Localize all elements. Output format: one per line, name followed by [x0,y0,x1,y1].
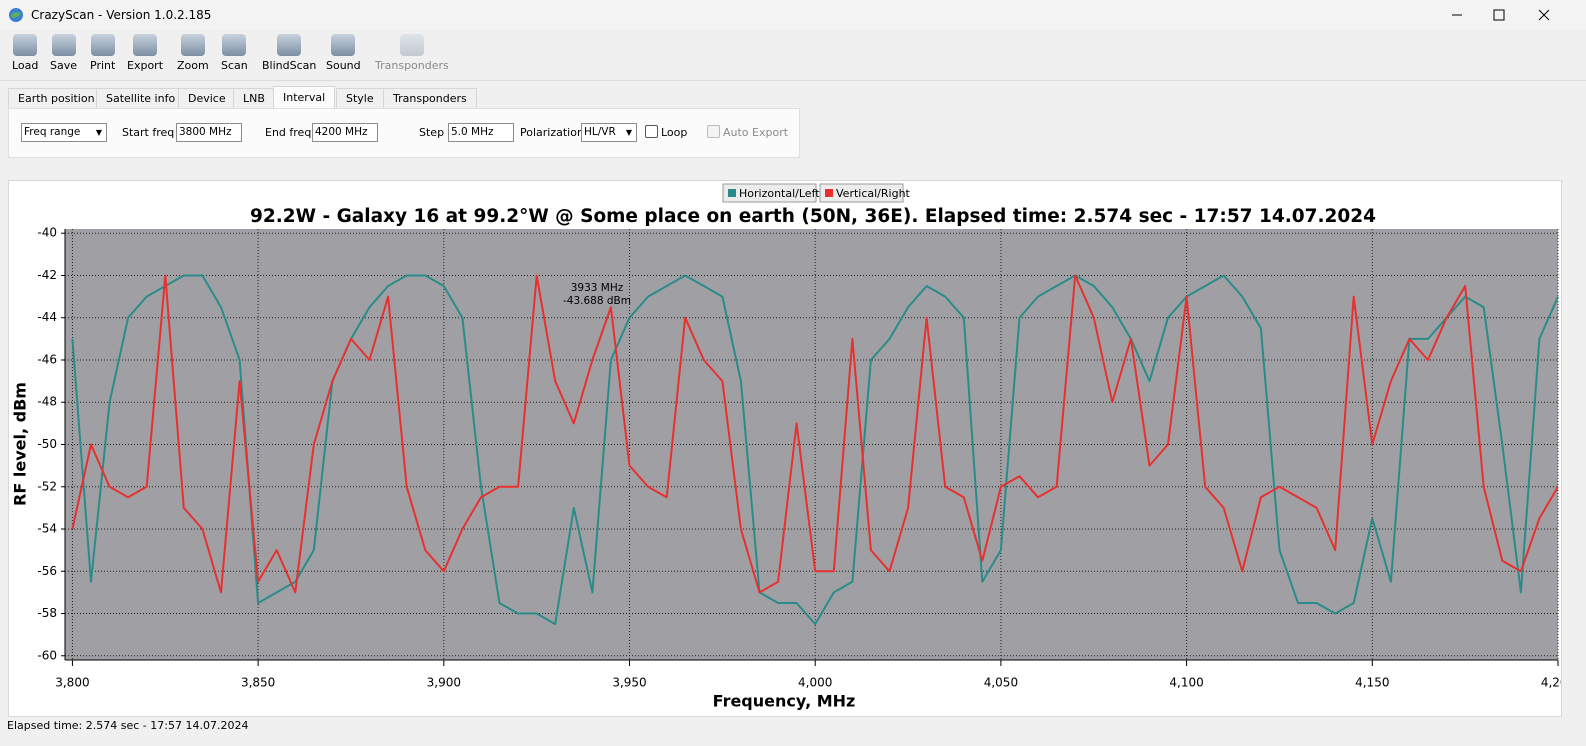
tab[interactable]: Satellite info [96,88,186,109]
window-title: CrazyScan - Version 1.0.2.185 [31,8,212,22]
toolbar-label: Scan [221,59,248,72]
legend-swatch [728,189,736,197]
toolbar-label: Print [90,59,116,72]
y-tick-label: -52 [37,479,57,493]
toolbar-label: Transponders [375,59,449,72]
toolbar-button[interactable]: Sound [326,34,361,72]
toolbar-button[interactable]: Print [90,34,115,72]
window-controls[interactable] [1440,0,1586,30]
auto-export-label: Auto Export [723,126,789,139]
toolbar-icon [277,34,302,56]
toolbar-icon [90,34,115,56]
step-value: 5.0 MHz [451,126,494,138]
interval-panel: Freq range ▼ Start freq 3800 MHz End freq… [8,108,800,158]
chart-title: 92.2W - Galaxy 16 at 99.2°W @ Some place… [250,206,1376,227]
y-tick-label: -42 [37,268,57,282]
x-axis-label: Frequency, MHz [713,692,856,711]
legend-swatch [825,189,833,197]
loop-checkbox[interactable] [645,125,658,138]
y-tick-label: -58 [37,606,57,620]
toolbar-icon [13,34,38,56]
toolbar-icon [180,34,205,56]
x-tick-label: 3,850 [241,676,275,690]
start-input[interactable]: 3800 MHz [176,123,242,142]
y-tick-label: -50 [37,437,57,451]
legend-box [722,183,817,203]
y-tick-label: -48 [37,395,57,409]
legend-box [819,183,904,203]
toolbar-icon [133,34,157,56]
loop-label: Loop [661,126,688,139]
start-label: Start freq [122,126,175,139]
x-tick-label: 4,050 [984,676,1018,690]
chart-frame: 92.2W - Galaxy 16 at 99.2°W @ Some place… [8,180,1575,717]
legend-item: Vertical/Right [819,183,911,203]
end-label: End freq [265,126,312,139]
series-line [71,274,1559,594]
y-tick-label: -54 [37,522,57,536]
toolbar-button[interactable]: Transponders [375,34,449,72]
toolbar-label: Load [12,59,39,72]
polarization-value: HL/VR [584,126,616,138]
tab[interactable]: Device [178,88,236,109]
toolbar-button[interactable]: Scan [221,34,248,72]
start-value: 3800 MHz [179,126,232,138]
toolbar-button[interactable]: Export [127,34,163,72]
toolbar-icon [399,34,424,56]
status-bar: Elapsed time: 2.574 sec - 17:57 14.07.20… [7,719,249,732]
toolbar-icon [331,34,356,56]
y-tick-label: -40 [37,226,57,240]
y-tick-label: -60 [37,648,57,662]
tab[interactable]: Style [336,88,384,109]
auto-export-checkbox[interactable] [707,125,720,138]
x-tick-label: 3,800 [55,676,89,690]
y-axis-label: RF level, dBm [11,382,30,506]
cursor-annotation: -43.688 dBm [563,295,631,307]
polarization-select[interactable]: HL/VR ▼ [581,123,637,142]
series-line [71,274,1559,626]
tab[interactable]: Transponders [383,88,477,109]
x-tick-label: 4,000 [798,676,832,690]
tab[interactable]: Interval [273,86,336,109]
x-tick-label: 3,900 [427,676,461,690]
step-label: Step [419,126,445,139]
toolbar-label: Save [50,59,78,72]
x-tick-label: 4,100 [1169,676,1203,690]
toolbar-icon [51,34,76,56]
x-tick-label: 4,150 [1355,676,1389,690]
toolbar: Load Save Print Export Zoom Scan BlindScan Soun… [0,30,1586,81]
tab[interactable]: LNB [233,88,275,109]
legend-label: Horizontal/Left [739,187,820,200]
step-input[interactable]: 5.0 MHz [448,123,514,142]
chart: 92.2W - Galaxy 16 at 99.2°W @ Some place… [11,183,1575,711]
toolbar-label: BlindScan [262,59,317,72]
app-icon [9,8,23,22]
toolbar-label: Sound [326,59,361,72]
legend-item: Horizontal/Left [722,183,820,203]
toolbar-label: Zoom [177,59,209,72]
toolbar-button[interactable]: BlindScan [262,34,316,72]
toolbar-button[interactable]: Zoom [177,34,209,72]
toolbar-button[interactable]: Save [50,34,77,72]
y-tick-label: -44 [37,310,57,324]
toolbar-icon [222,34,247,56]
x-tick-label: 3,950 [612,676,646,690]
end-value: 4200 MHz [315,126,368,138]
toolbar-label: Export [127,59,164,72]
toolbar-button[interactable]: Load [12,34,38,72]
end-input[interactable]: 4200 MHz [312,123,378,142]
y-tick-label: -46 [37,352,57,366]
legend-label: Vertical/Right [836,187,911,200]
y-tick-label: -56 [37,564,57,578]
cursor-annotation: 3933 MHz [571,282,624,294]
tab[interactable]: Earth position [8,88,105,109]
mode-select[interactable]: Freq range ▼ [21,123,107,142]
polarization-label: Polarization [520,126,584,139]
title-bar: CrazyScan - Version 1.0.2.185 [0,0,1586,30]
x-tick-label: 4,200 [1541,676,1561,690]
mode-value: Freq range [24,126,81,138]
